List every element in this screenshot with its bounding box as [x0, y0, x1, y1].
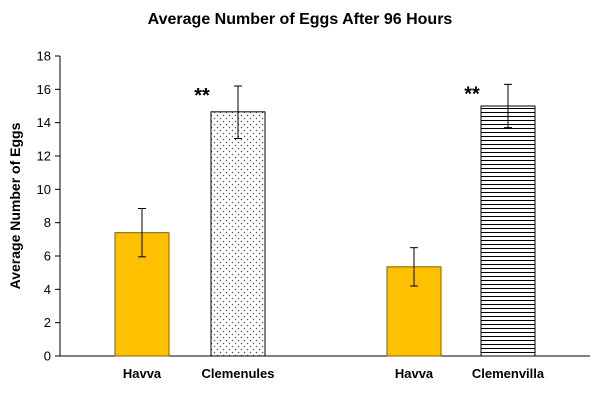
significance-label: **	[464, 83, 480, 105]
y-tick-label: 8	[44, 215, 51, 230]
y-tick-label: 18	[37, 49, 51, 64]
y-tick-label: 2	[44, 315, 51, 330]
category-label: Clemenules	[202, 366, 275, 381]
chart-title: Average Number of Eggs After 96 Hours	[148, 11, 453, 28]
bars-group: Havva ** Clemenules Havva ** Clemenvilla	[114, 83, 545, 381]
y-tick-label: 14	[37, 115, 51, 130]
y-tick-label: 10	[37, 182, 51, 197]
category-label: Clemenvilla	[472, 366, 545, 381]
bar	[480, 105, 536, 357]
y-tick-label: 0	[44, 349, 51, 364]
category-label: Havva	[395, 366, 434, 381]
category-label: Havva	[123, 366, 162, 381]
y-tick-label: 16	[37, 82, 51, 97]
significance-label: **	[194, 85, 210, 107]
y-tick-label: 12	[37, 149, 51, 164]
bar	[210, 111, 266, 357]
y-tick-label: 6	[44, 249, 51, 264]
y-tick-label: 4	[44, 282, 51, 297]
y-axis-label: Average Number of Eggs	[7, 122, 23, 289]
